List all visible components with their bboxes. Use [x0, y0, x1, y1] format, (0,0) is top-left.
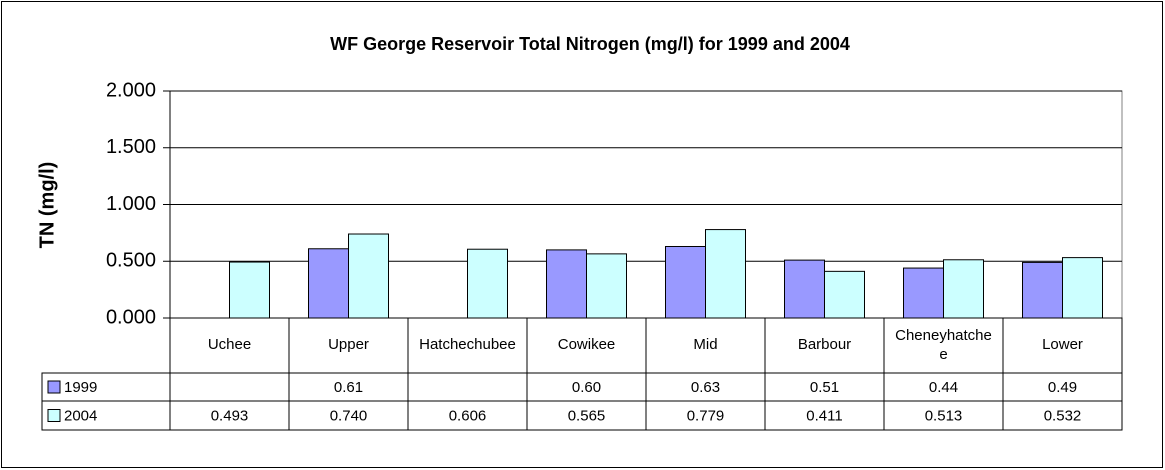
chart-title: WF George Reservoir Total Nitrogen (mg/l… — [330, 34, 850, 54]
x-tick-label-box: Barbour — [797, 336, 852, 354]
bar — [705, 229, 746, 319]
y-tick-label: 1.000 — [106, 193, 156, 215]
x-tick-label: Mid — [693, 336, 718, 354]
data-label: 0.63 — [691, 379, 720, 396]
bar — [467, 248, 508, 319]
y-tick-label: 0.000 — [106, 306, 156, 328]
legend-label: 2004 — [64, 407, 97, 424]
bar — [586, 253, 627, 319]
x-tick-label: Barbour — [797, 336, 852, 354]
x-tick-label: Uchee — [207, 336, 252, 354]
y-tick-label: 2.000 — [106, 79, 156, 101]
data-label: 0.513 — [925, 407, 963, 424]
x-tick-label: Cowikee — [557, 336, 616, 354]
bar — [546, 249, 587, 319]
bar — [1022, 261, 1063, 319]
x-tick-label-box: Mid — [693, 336, 718, 354]
x-tick-label: Upper — [328, 336, 369, 354]
bar — [348, 233, 389, 319]
data-label: 0.411 — [806, 407, 842, 424]
legend-key — [47, 409, 61, 422]
bar — [903, 267, 944, 319]
x-tick-label-box: Cheneyhatchee — [895, 326, 992, 363]
bar — [1062, 257, 1103, 319]
data-label: 0.532 — [1044, 407, 1082, 424]
bar — [784, 259, 825, 319]
bar — [308, 248, 349, 319]
data-label: 0.779 — [687, 407, 725, 424]
x-tick-label: Cheneyhatchee — [895, 326, 992, 363]
x-tick-label-box: Upper — [328, 336, 369, 354]
bar — [229, 261, 270, 319]
data-label: 0.61 — [334, 379, 363, 396]
data-label: 0.51 — [810, 379, 839, 396]
data-label: 0.493 — [211, 407, 249, 424]
bar — [943, 259, 984, 319]
data-label: 0.60 — [572, 379, 601, 396]
data-label: 0.44 — [929, 379, 958, 396]
y-axis-label: TN (mg/l) — [36, 162, 58, 249]
data-label: 0.740 — [330, 407, 368, 424]
x-tick-label-box: Hatchechubee — [419, 336, 516, 354]
x-tick-label: Hatchechubee — [419, 336, 516, 354]
legend-label: 1999 — [64, 379, 97, 396]
x-tick-label: Lower — [1042, 336, 1083, 354]
bar — [665, 245, 706, 319]
x-tick-label-box: Uchee — [207, 336, 252, 354]
data-label: 0.606 — [449, 407, 487, 424]
y-tick-label: 1.500 — [106, 136, 156, 158]
data-label: 0.49 — [1048, 379, 1077, 396]
legend-key — [47, 380, 61, 394]
bar — [824, 270, 865, 319]
y-tick-label: 0.500 — [106, 250, 156, 272]
x-tick-label-box: Lower — [1042, 336, 1083, 354]
data-label: 0.565 — [568, 407, 606, 424]
x-tick-label-box: Cowikee — [557, 336, 616, 354]
